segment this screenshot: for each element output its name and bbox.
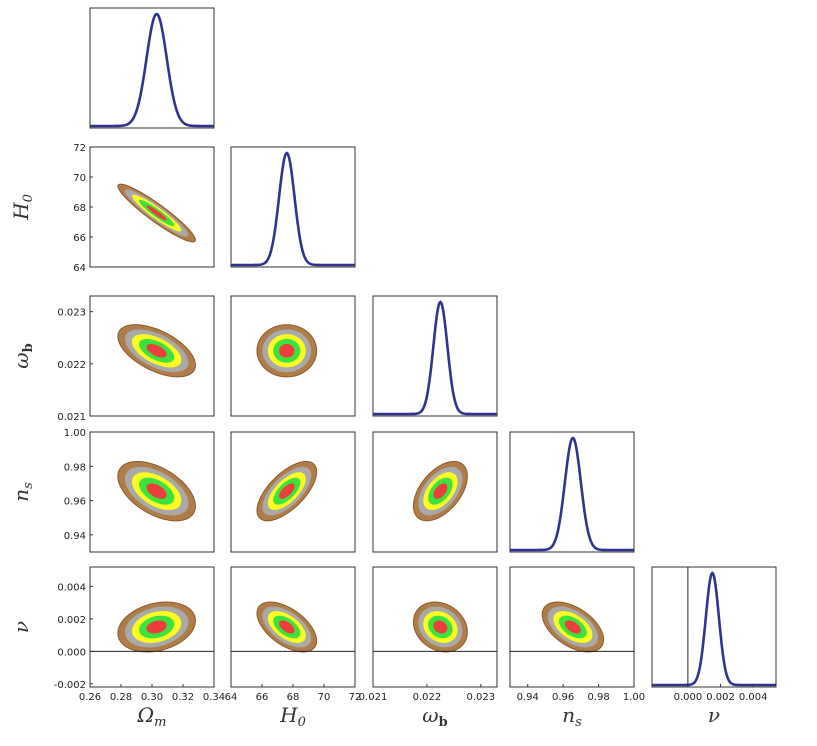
panel-nu-ns: [509, 566, 635, 688]
ylabel-nu: ν: [9, 621, 33, 633]
panel-wb-wb: [372, 295, 498, 417]
xtick-label-H0: 64: [225, 692, 238, 703]
marginal-curve-ns: [510, 436, 634, 552]
contour-level-1-ns-H0: [279, 483, 295, 499]
panel-frame: [230, 431, 356, 553]
panel-ns-H0: [230, 431, 356, 553]
panel-wb-H0: [230, 295, 356, 417]
panel-H0-H0: [230, 146, 356, 268]
ytick-label-H0: 70: [73, 173, 86, 184]
panel-frame: [509, 566, 635, 688]
panel-frame: [89, 295, 215, 417]
ytick-label-wb: 0.021: [57, 412, 86, 423]
panel-H0-Om: [89, 146, 215, 268]
panel-nu-Om: [89, 566, 215, 688]
ytick-label-nu: 0.002: [57, 615, 86, 626]
panel-ns-ns: [509, 431, 635, 553]
ytick-label-nu: 0.000: [57, 647, 86, 658]
contour-level-1-nu-Om: [146, 620, 167, 634]
xtick-label-Om: 0.32: [172, 692, 194, 703]
panel-frame: [372, 295, 498, 417]
panel-frame: [230, 295, 356, 417]
xtick-label-ns: 0.98: [587, 692, 609, 703]
contour-level-1-nu-wb: [433, 620, 448, 634]
ytick-label-wb: 0.022: [57, 360, 86, 371]
xtick-label-Om: 0.28: [110, 692, 132, 703]
contour-level-1-wb-H0: [279, 344, 295, 358]
marginal-curve-nu: [652, 571, 776, 687]
ytick-label-wb: 0.023: [57, 308, 86, 319]
panel-frame: [230, 146, 356, 268]
ytick-label-H0: 64: [73, 263, 86, 274]
ytick-label-nu: 0.004: [57, 582, 86, 593]
ytick-label-ns: 1.00: [64, 428, 86, 439]
xtick-label-wb: 0.022: [413, 692, 442, 703]
ytick-label-nu: -0.002: [54, 680, 86, 691]
ytick-label-H0: 66: [73, 233, 86, 244]
xtick-label-ns: 0.96: [552, 692, 574, 703]
ytick-label-ns: 0.96: [64, 497, 86, 508]
panel-ns-wb: [372, 431, 498, 553]
marginal-curve-wb: [373, 300, 497, 416]
xtick-label-ns: 1.00: [623, 692, 645, 703]
contour-level-1-wb-Om: [146, 344, 167, 358]
contour-level-1-nu-H0: [279, 620, 295, 634]
panel-wb-Om: [89, 295, 215, 417]
ytick-label-H0: 68: [73, 203, 86, 214]
marginal-curve-H0: [231, 151, 355, 267]
xtick-label-H0: 70: [318, 692, 331, 703]
xtick-label-nu: 0.004: [739, 692, 768, 703]
contour-level-1-nu-ns: [564, 620, 581, 634]
panel-frame: [89, 7, 215, 129]
contour-level-1-ns-Om: [146, 483, 167, 499]
ytick-label-ns: 0.94: [64, 531, 86, 542]
xtick-label-wb: 0.021: [359, 692, 388, 703]
xtick-label-Om: 0.34: [203, 692, 225, 703]
marginal-curve-Om: [90, 12, 214, 128]
ytick-label-H0: 72: [73, 143, 86, 154]
xtick-label-H0: 68: [287, 692, 300, 703]
contour-level-1-H0-Om: [146, 205, 167, 221]
panel-frame: [651, 566, 777, 688]
panel-frame: [372, 431, 498, 553]
panel-frame: [89, 431, 215, 553]
xtick-label-nu: 0.000: [674, 692, 703, 703]
panel-nu-nu: [651, 566, 777, 688]
panel-nu-wb: [372, 566, 498, 688]
panel-ns-Om: [89, 431, 215, 553]
xlabel-nu: ν: [708, 703, 720, 727]
xtick-label-ns: 0.94: [517, 692, 539, 703]
contour-level-1-ns-wb: [433, 483, 448, 499]
xtick-label-Om: 0.30: [141, 692, 163, 703]
panel-frame: [509, 431, 635, 553]
panel-Om-Om: [89, 7, 215, 129]
xtick-label-nu: 0.002: [706, 692, 735, 703]
xtick-label-wb: 0.023: [467, 692, 496, 703]
xtick-label-H0: 72: [349, 692, 362, 703]
panel-frame: [372, 566, 498, 688]
xtick-label-H0: 66: [256, 692, 269, 703]
xtick-label-Om: 0.26: [79, 692, 101, 703]
ytick-label-ns: 0.98: [64, 462, 86, 473]
panel-nu-H0: [230, 566, 356, 688]
